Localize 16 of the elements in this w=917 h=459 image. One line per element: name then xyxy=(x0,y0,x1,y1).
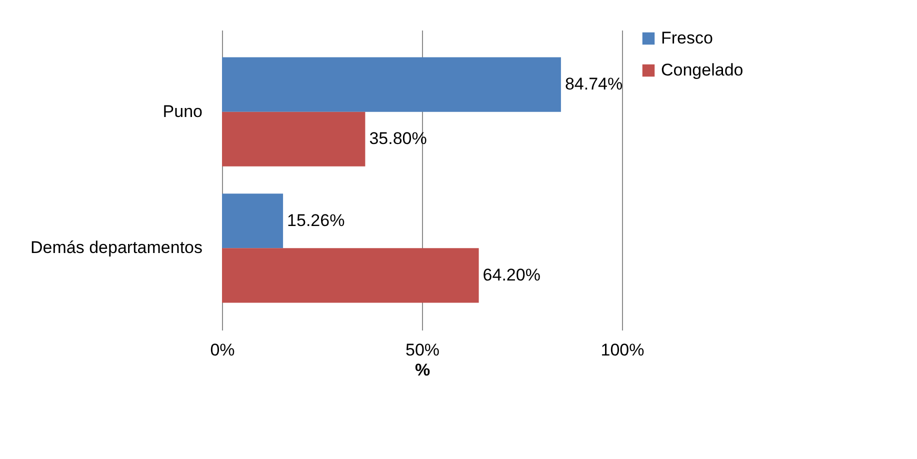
data-label: 64.20% xyxy=(482,265,540,284)
data-label: 35.80% xyxy=(369,129,427,148)
y-tick-label: Puno xyxy=(162,102,202,121)
bar xyxy=(222,248,479,303)
bar xyxy=(222,57,561,112)
y-tick-label: Demás departamentos xyxy=(30,238,202,258)
x-tick-label: 100% xyxy=(600,340,644,360)
x-tick-label: 0% xyxy=(210,340,235,360)
x-tick-label: 50% xyxy=(405,340,440,360)
bar xyxy=(222,194,284,248)
data-label: 84.74% xyxy=(564,74,623,94)
legend-label: Fresco xyxy=(661,28,713,48)
x-axis-title: % xyxy=(414,360,430,380)
legend-label: Congelado xyxy=(661,60,744,80)
data-label: 15.26% xyxy=(287,210,345,230)
bar xyxy=(222,112,366,166)
